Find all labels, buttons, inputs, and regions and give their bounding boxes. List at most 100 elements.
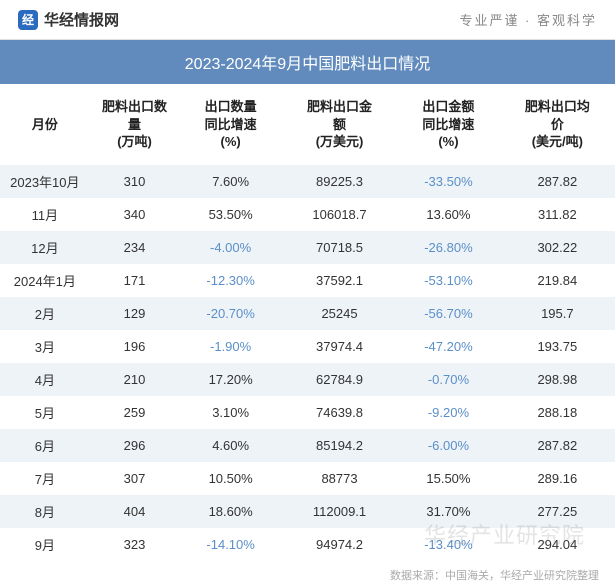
cell: 53.50% — [179, 198, 282, 231]
cell: 74639.8 — [282, 396, 397, 429]
cell: 89225.3 — [282, 165, 397, 198]
cell: 259 — [90, 396, 180, 429]
cell: 302.22 — [500, 231, 615, 264]
cell: 13.60% — [397, 198, 500, 231]
cell: 2月 — [0, 297, 90, 330]
cell: -4.00% — [179, 231, 282, 264]
page-title: 2023-2024年9月中国肥料出口情况 — [0, 40, 615, 84]
cell: 94974.2 — [282, 528, 397, 561]
cell: 219.84 — [500, 264, 615, 297]
cell: -47.20% — [397, 330, 500, 363]
cell: 287.82 — [500, 165, 615, 198]
cell: 296 — [90, 429, 180, 462]
cell: 289.16 — [500, 462, 615, 495]
cell: 4月 — [0, 363, 90, 396]
data-table: 月份肥料出口数量(万吨)出口数量同比增速(%)肥料出口金额(万美元)出口金额同比… — [0, 84, 615, 561]
cell: -26.80% — [397, 231, 500, 264]
cell: 307 — [90, 462, 180, 495]
cell: -56.70% — [397, 297, 500, 330]
cell: 6月 — [0, 429, 90, 462]
cell: 15.50% — [397, 462, 500, 495]
cell: 196 — [90, 330, 180, 363]
cell: -6.00% — [397, 429, 500, 462]
cell: 323 — [90, 528, 180, 561]
table-row: 2月129-20.70%25245-56.70%195.7 — [0, 297, 615, 330]
cell: 340 — [90, 198, 180, 231]
cell: 25245 — [282, 297, 397, 330]
cell: 2024年1月 — [0, 264, 90, 297]
table-row: 9月323-14.10%94974.2-13.40%294.04 — [0, 528, 615, 561]
cell: 210 — [90, 363, 180, 396]
cell: 3月 — [0, 330, 90, 363]
cell: -1.90% — [179, 330, 282, 363]
cell: -9.20% — [397, 396, 500, 429]
cell: 10.50% — [179, 462, 282, 495]
brand-logo-icon: 经 — [18, 10, 38, 30]
table-row: 2024年1月171-12.30%37592.1-53.10%219.84 — [0, 264, 615, 297]
table-row: 3月196-1.90%37974.4-47.20%193.75 — [0, 330, 615, 363]
cell: 298.98 — [500, 363, 615, 396]
cell: 195.7 — [500, 297, 615, 330]
cell: 88773 — [282, 462, 397, 495]
column-header-3: 肥料出口金额(万美元) — [282, 84, 397, 165]
cell: 5月 — [0, 396, 90, 429]
column-header-2: 出口数量同比增速(%) — [179, 84, 282, 165]
cell: -0.70% — [397, 363, 500, 396]
cell: 7月 — [0, 462, 90, 495]
cell: 193.75 — [500, 330, 615, 363]
cell: 3.10% — [179, 396, 282, 429]
tagline: 专业严谨 · 客观科学 — [459, 10, 597, 29]
cell: -13.40% — [397, 528, 500, 561]
cell: 404 — [90, 495, 180, 528]
table-body: 2023年10月3107.60%89225.3-33.50%287.8211月3… — [0, 165, 615, 561]
cell: 31.70% — [397, 495, 500, 528]
cell: -33.50% — [397, 165, 500, 198]
cell: 288.18 — [500, 396, 615, 429]
table-row: 7月30710.50%8877315.50%289.16 — [0, 462, 615, 495]
cell: 17.20% — [179, 363, 282, 396]
brand: 经 华经情报网 — [18, 9, 119, 30]
cell: 85194.2 — [282, 429, 397, 462]
brand-name: 华经情报网 — [44, 9, 119, 30]
cell: 171 — [90, 264, 180, 297]
cell: 18.60% — [179, 495, 282, 528]
cell: 294.04 — [500, 528, 615, 561]
data-source-note: 数据来源：中国海关，华经产业研究院整理 — [0, 561, 615, 583]
table-row: 11月34053.50%106018.713.60%311.82 — [0, 198, 615, 231]
cell: -20.70% — [179, 297, 282, 330]
column-header-1: 肥料出口数量(万吨) — [90, 84, 180, 165]
table-row: 8月40418.60%112009.131.70%277.25 — [0, 495, 615, 528]
cell: 4.60% — [179, 429, 282, 462]
cell: 277.25 — [500, 495, 615, 528]
cell: 129 — [90, 297, 180, 330]
cell: 112009.1 — [282, 495, 397, 528]
topbar: 经 华经情报网 专业严谨 · 客观科学 — [0, 0, 615, 40]
table-row: 6月2964.60%85194.2-6.00%287.82 — [0, 429, 615, 462]
cell: 287.82 — [500, 429, 615, 462]
cell: 37592.1 — [282, 264, 397, 297]
cell: 8月 — [0, 495, 90, 528]
cell: 9月 — [0, 528, 90, 561]
table-row: 2023年10月3107.60%89225.3-33.50%287.82 — [0, 165, 615, 198]
cell: 62784.9 — [282, 363, 397, 396]
table-row: 5月2593.10%74639.8-9.20%288.18 — [0, 396, 615, 429]
cell: 37974.4 — [282, 330, 397, 363]
cell: 234 — [90, 231, 180, 264]
cell: 106018.7 — [282, 198, 397, 231]
cell: 7.60% — [179, 165, 282, 198]
cell: 12月 — [0, 231, 90, 264]
table-row: 4月21017.20%62784.9-0.70%298.98 — [0, 363, 615, 396]
table-row: 12月234-4.00%70718.5-26.80%302.22 — [0, 231, 615, 264]
cell: 311.82 — [500, 198, 615, 231]
cell: -53.10% — [397, 264, 500, 297]
column-header-0: 月份 — [0, 84, 90, 165]
cell: 70718.5 — [282, 231, 397, 264]
table-header: 月份肥料出口数量(万吨)出口数量同比增速(%)肥料出口金额(万美元)出口金额同比… — [0, 84, 615, 165]
column-header-5: 肥料出口均价(美元/吨) — [500, 84, 615, 165]
cell: 2023年10月 — [0, 165, 90, 198]
cell: 11月 — [0, 198, 90, 231]
cell: -14.10% — [179, 528, 282, 561]
column-header-4: 出口金额同比增速(%) — [397, 84, 500, 165]
cell: -12.30% — [179, 264, 282, 297]
cell: 310 — [90, 165, 180, 198]
